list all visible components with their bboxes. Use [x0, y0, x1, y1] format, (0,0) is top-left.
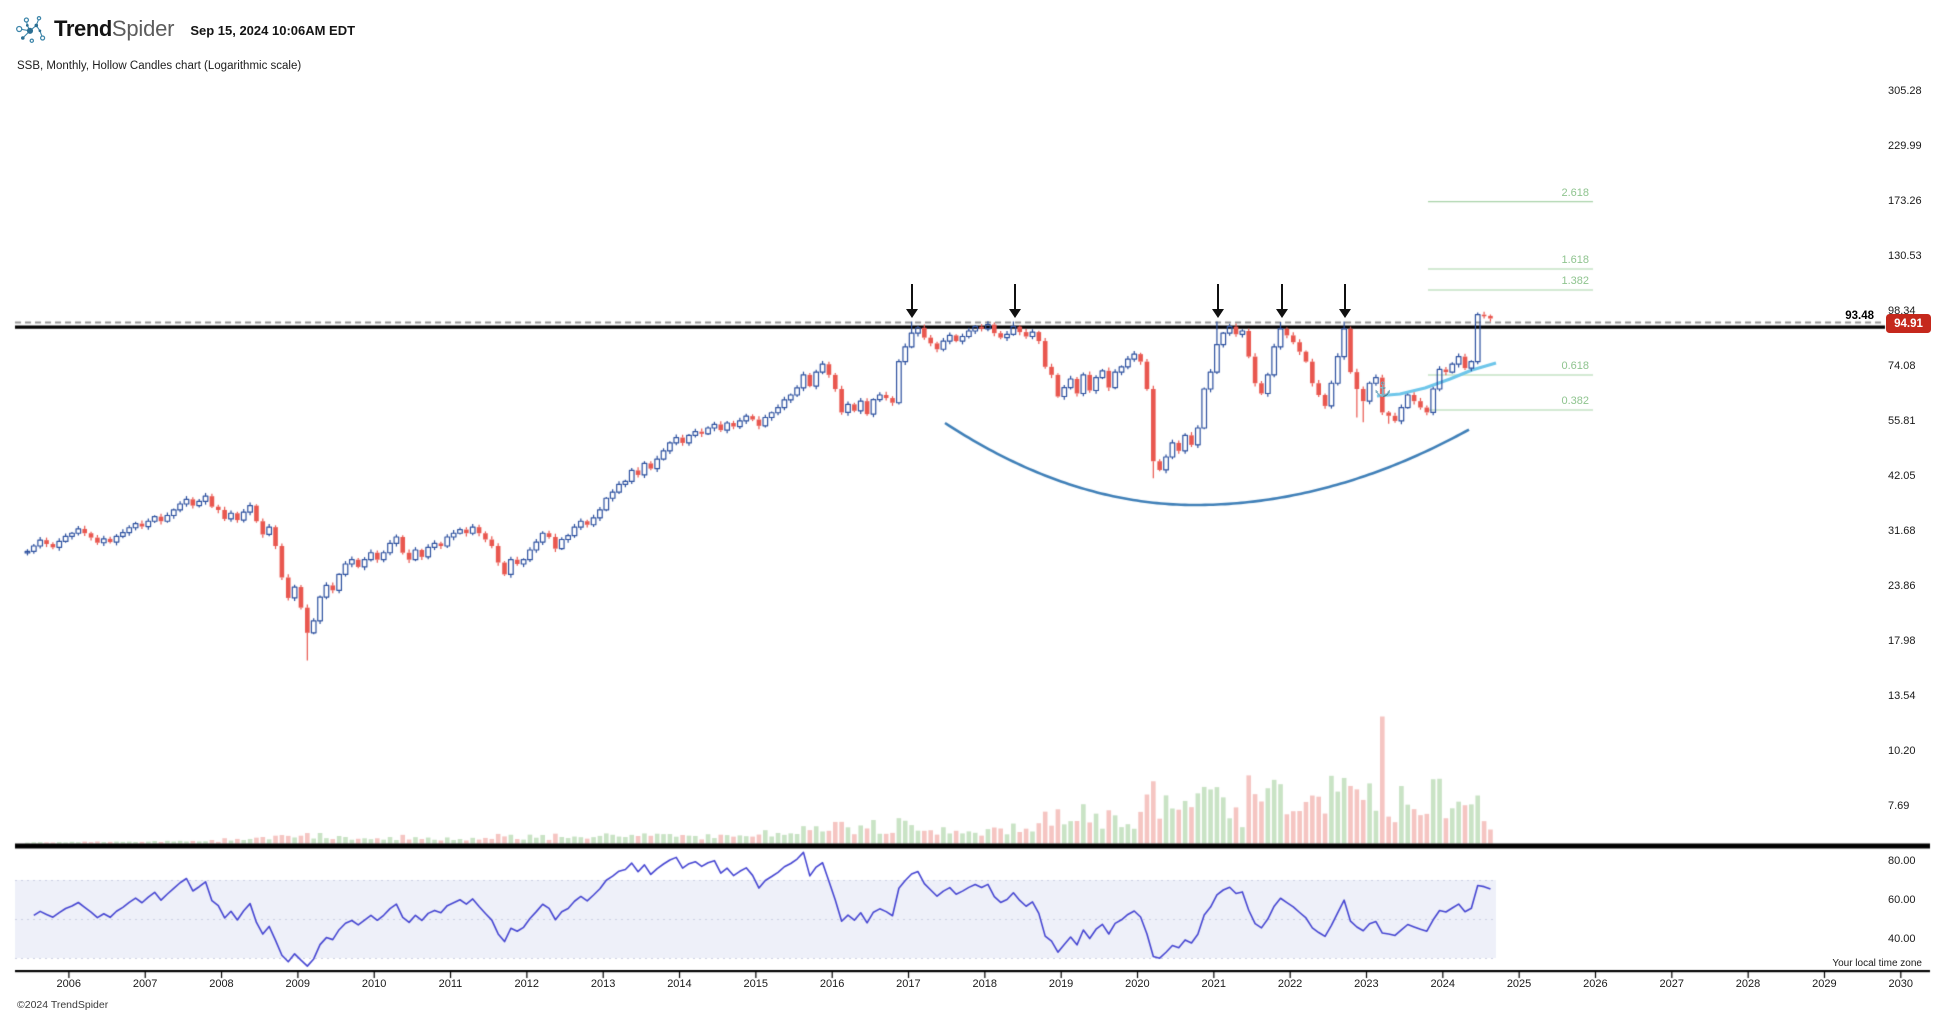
year-axis-label: 2022 — [1277, 978, 1303, 990]
price-axis-label: 229.99 — [1888, 140, 1922, 153]
down-arrow-annotation[interactable] — [1338, 284, 1352, 318]
price-axis-label: 17.98 — [1888, 635, 1916, 648]
year-axis-label: 2010 — [361, 978, 387, 990]
chart-timestamp: Sep 15, 2024 10:06AM EDT — [190, 23, 356, 38]
brand-name-light: Spider — [111, 16, 175, 41]
fib-level-label: 2.618 — [1561, 186, 1589, 199]
year-axis-label: 2007 — [132, 978, 158, 990]
price-axis-label: 173.26 — [1888, 195, 1922, 208]
fib-level-label: 0.382 — [1561, 395, 1589, 407]
year-axis-label: 2011 — [438, 978, 463, 990]
year-axis-label: 2020 — [1125, 978, 1150, 990]
price-axis-label: 42.05 — [1888, 470, 1916, 483]
year-axis-label: 2018 — [972, 978, 997, 990]
fib-level-label: 1.618 — [1561, 254, 1589, 266]
down-arrow-annotation[interactable] — [1275, 284, 1289, 318]
price-axis-label: 74.08 — [1888, 360, 1916, 373]
year-axis-label: 2008 — [209, 978, 234, 990]
rsi-axis-label: 80.00 — [1888, 855, 1916, 867]
down-arrow-annotation[interactable] — [1008, 284, 1022, 318]
year-axis-label: 2021 — [1201, 978, 1226, 990]
arrow-stem — [1280, 284, 1284, 309]
anchor-icon[interactable]: ⚓ — [1374, 381, 1392, 397]
rsi-axis-label: 40.00 — [1888, 933, 1916, 945]
year-axis-label: 2024 — [1430, 978, 1455, 990]
price-axis-label: 55.81 — [1888, 415, 1916, 428]
arrow-stem — [1216, 284, 1220, 309]
down-arrow-annotation[interactable] — [1211, 284, 1225, 318]
resistance-price-label[interactable]: 93.48 — [1845, 310, 1874, 322]
year-axis-label: 2028 — [1735, 978, 1761, 990]
arrow-stem — [1013, 284, 1017, 309]
price-axis-label: 23.86 — [1888, 580, 1916, 593]
price-axis-label: 305.28 — [1888, 85, 1922, 98]
arrow-stem — [910, 284, 914, 309]
year-axis-label: 2027 — [1659, 978, 1684, 990]
year-axis-label: 2012 — [514, 978, 539, 990]
price-axis-label: 10.20 — [1888, 745, 1916, 758]
year-axis-label: 2025 — [1506, 978, 1532, 990]
copyright-note: ©2024 TrendSpider — [17, 999, 109, 1011]
year-axis-label: 2016 — [819, 978, 845, 990]
down-arrow-annotation[interactable] — [905, 284, 919, 318]
year-axis-label: 2017 — [896, 978, 921, 990]
year-axis-label: 2026 — [1583, 978, 1608, 990]
fib-level-label: 1.382 — [1561, 275, 1589, 287]
year-axis-label: 2015 — [743, 978, 768, 990]
fib-level-label: 0.618 — [1561, 360, 1589, 372]
arrow-head-icon — [1276, 309, 1288, 318]
rsi-axis-label: 60.00 — [1888, 894, 1916, 906]
year-axis-label: 2013 — [590, 978, 616, 990]
brand-name-bold: Trend — [54, 16, 112, 41]
year-axis-label: 2006 — [56, 978, 82, 990]
year-axis-label: 2009 — [285, 978, 311, 990]
trendspider-logo-icon — [16, 15, 46, 43]
timezone-note[interactable]: Your local time zone — [1832, 958, 1922, 969]
last-price-badge: 94.91 — [1886, 314, 1931, 333]
price-axis-label: 31.68 — [1888, 525, 1916, 538]
arrow-head-icon — [1212, 309, 1224, 318]
arrow-head-icon — [906, 309, 918, 318]
year-axis-label: 2029 — [1812, 978, 1837, 990]
year-axis-label: 2019 — [1048, 978, 1074, 990]
price-axis-label: 13.54 — [1888, 690, 1916, 703]
arrow-stem — [1343, 284, 1347, 309]
year-axis-label: 2023 — [1354, 978, 1379, 990]
chart-description: SSB, Monthly, Hollow Candles chart (Loga… — [17, 60, 302, 72]
arrow-head-icon — [1009, 309, 1021, 318]
header: Trend Spider Sep 15, 2024 10:06AM EDT — [12, 11, 355, 47]
year-axis-label: 2030 — [1888, 978, 1913, 990]
price-axis-label: 7.69 — [1888, 800, 1910, 813]
price-axis-label: 130.53 — [1888, 250, 1922, 263]
arrow-head-icon — [1339, 309, 1351, 318]
year-axis-label: 2014 — [667, 978, 692, 990]
